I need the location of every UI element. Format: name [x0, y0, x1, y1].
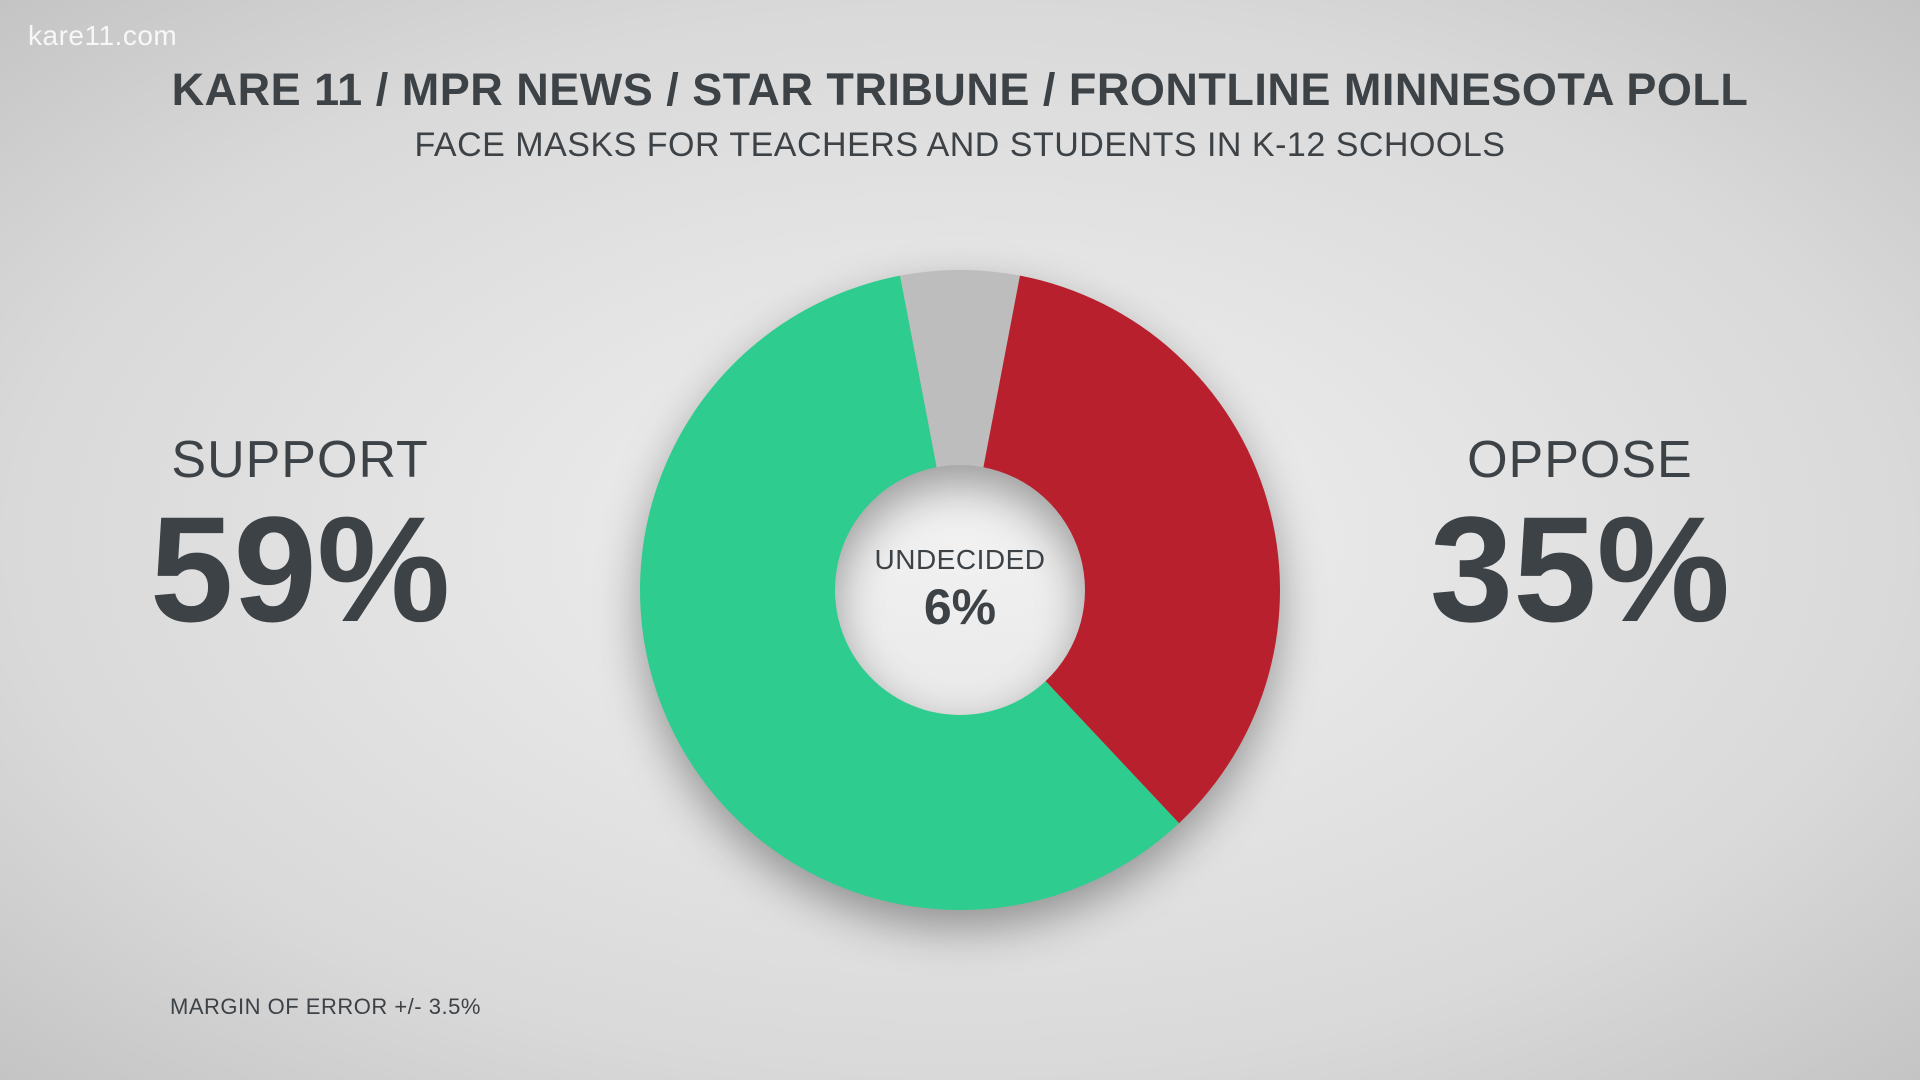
oppose-pct: 35% [1430, 494, 1730, 644]
undecided-pct: 6% [875, 578, 1046, 636]
undecided-label: UNDECIDED [875, 544, 1046, 576]
center-label: UNDECIDED 6% [875, 544, 1046, 636]
support-pct: 59% [150, 494, 450, 644]
oppose-label: OPPOSE [1430, 430, 1730, 490]
margin-of-error: MARGIN OF ERROR +/- 3.5% [170, 994, 481, 1020]
chart-area: UNDECIDED 6% SUPPORT 59% OPPOSE 35% [0, 200, 1920, 980]
oppose-label-block: OPPOSE 35% [1430, 430, 1730, 644]
support-label-block: SUPPORT 59% [150, 430, 450, 644]
poll-subtitle: FACE MASKS FOR TEACHERS AND STUDENTS IN … [0, 126, 1920, 165]
header: KARE 11 / MPR NEWS / STAR TRIBUNE / FRON… [0, 0, 1920, 165]
poll-title: KARE 11 / MPR NEWS / STAR TRIBUNE / FRON… [0, 64, 1920, 116]
watermark: kare11.com [28, 20, 177, 52]
support-label: SUPPORT [150, 430, 450, 490]
